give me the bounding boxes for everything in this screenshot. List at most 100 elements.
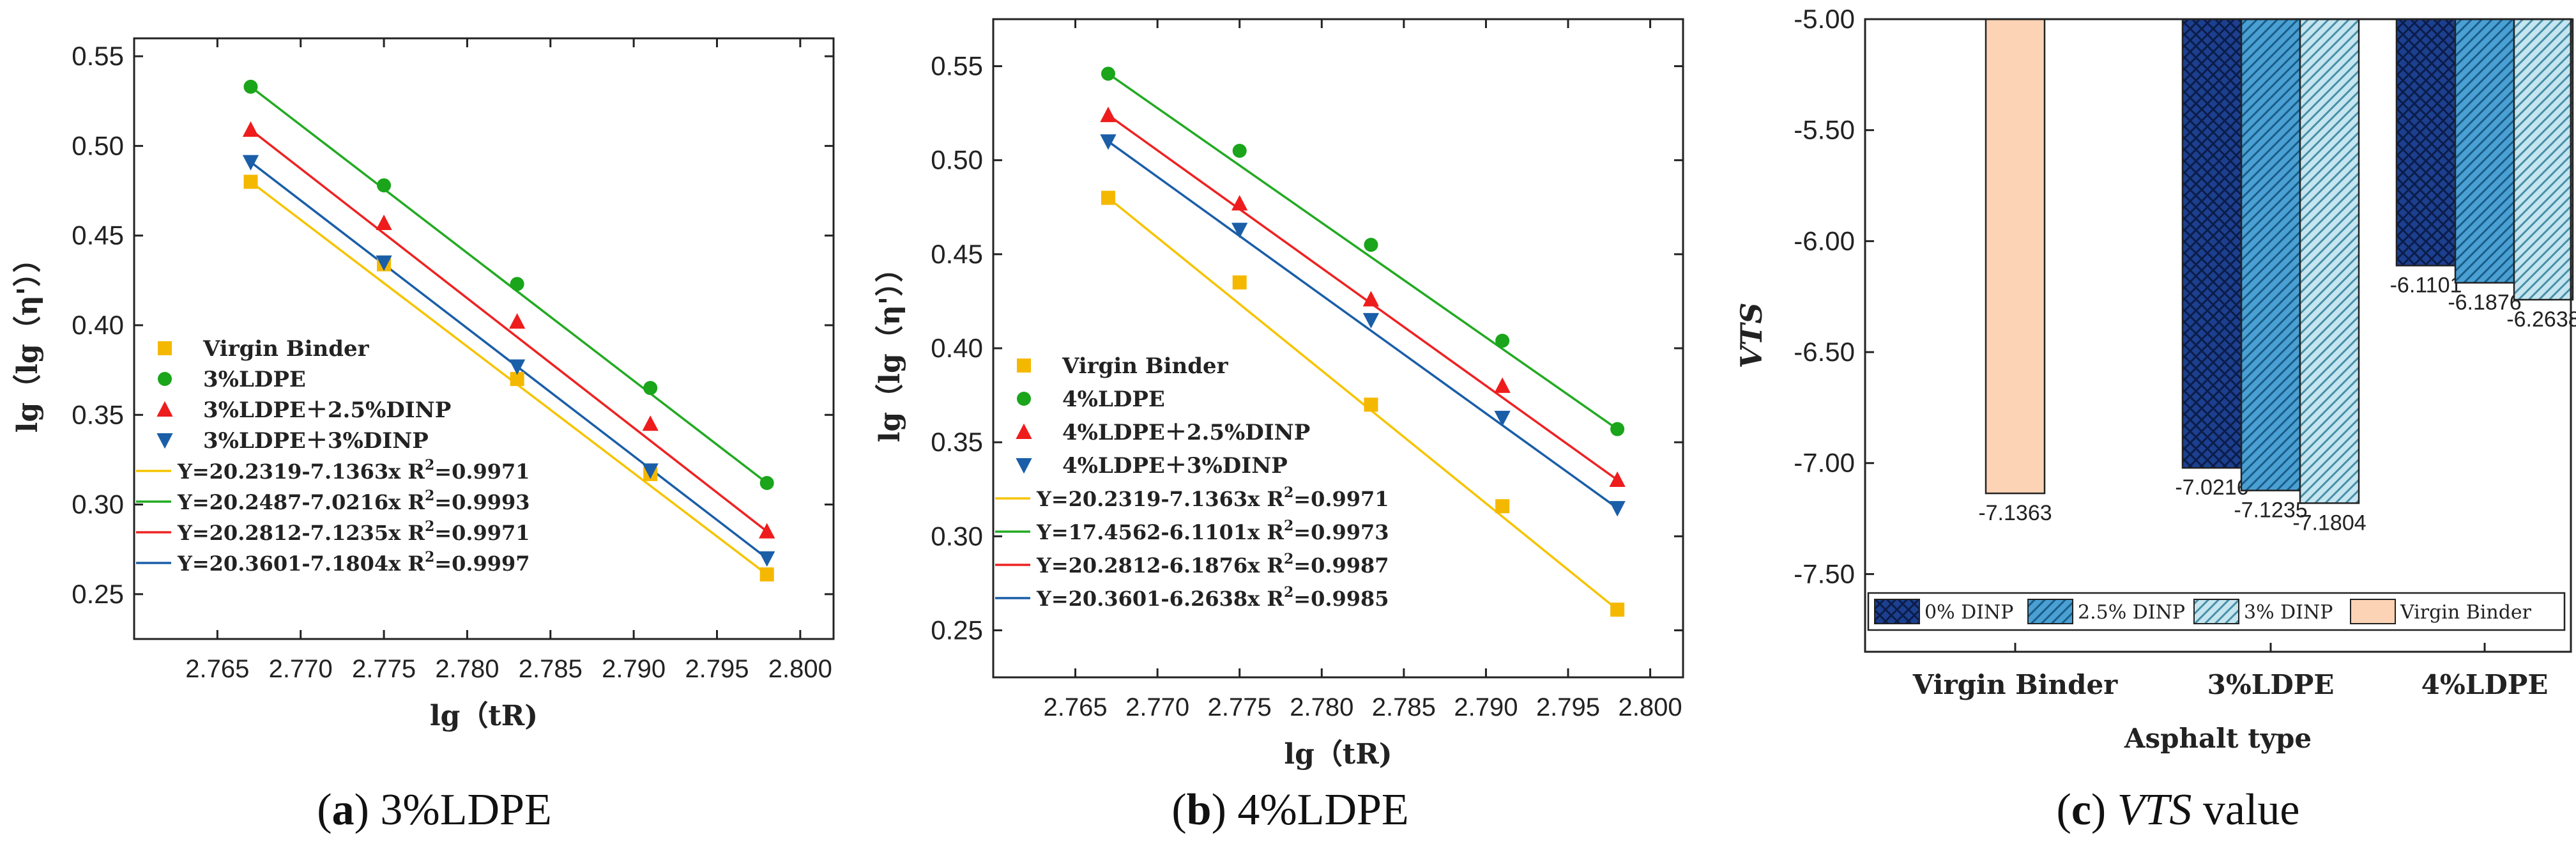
marker-b-2-0 <box>1100 106 1117 123</box>
legend-label-c-2: 3% DINP <box>2244 601 2333 624</box>
fit-line-b-0 <box>1107 197 1619 611</box>
x-tick-label-a-0: 2.765 <box>185 655 249 683</box>
marker-a-2-3 <box>642 415 659 431</box>
legend-fit-label-b-3: Y=20.3601-6.2638x R2=0.9985 <box>1036 584 1389 611</box>
marker-a-3-0 <box>242 155 259 171</box>
category-label-0: Virgin Binder <box>1912 669 2118 700</box>
marker-b-2-1 <box>1231 195 1248 211</box>
y-tick-label-a-3: 0.40 <box>72 310 124 340</box>
fit-line-b-3 <box>1107 140 1619 509</box>
caption-b: (b) 4%LDPE <box>1171 785 1409 835</box>
y-tick-label-a-5: 0.50 <box>72 130 124 160</box>
fit-line-a-0 <box>250 181 768 576</box>
x-tick-label-a-2: 2.775 <box>352 655 416 683</box>
legend-fit-label-a-0: Y=20.2319-7.1363x R2=0.9971 <box>177 457 530 484</box>
x-tick-label-a-1: 2.770 <box>269 655 333 683</box>
x-tick-label-a-3: 2.780 <box>435 655 499 683</box>
legend-fit-label-b-0: Y=20.2319-7.1363x R2=0.9971 <box>1036 484 1389 511</box>
y-tick-label-a-0: 0.25 <box>72 579 124 609</box>
caption-c-italic: VTS <box>2117 785 2192 835</box>
y-axis-label-b: lg（lg（η'）） <box>874 254 906 442</box>
marker-b-3-1 <box>1231 222 1248 238</box>
y-tick-label-b-2: 0.35 <box>931 427 983 457</box>
caption-c-letter: c <box>2071 785 2091 835</box>
x-tick-label-b-5: 2.790 <box>1454 693 1518 721</box>
bar-1 <box>2181 18 2243 469</box>
marker-b-1-0 <box>1101 66 1115 81</box>
x-tick-label-b-4: 2.785 <box>1372 693 1436 721</box>
bar-4 <box>2395 18 2457 266</box>
x-axis-label-c: Asphalt type <box>2124 723 2312 754</box>
caption-c-text: value <box>2191 785 2300 835</box>
legend-swatch-c-1 <box>2027 599 2073 624</box>
fit-line-a-2 <box>250 128 768 533</box>
fit-line-a-1 <box>250 86 768 484</box>
y-tick-label-b-0: 0.25 <box>931 615 983 645</box>
y-tick-label-a-4: 0.45 <box>72 220 124 250</box>
marker-a-2-1 <box>376 214 392 231</box>
marker-b-1-4 <box>1610 422 1625 436</box>
bar-0 <box>1985 18 2046 495</box>
marker-b-2-3 <box>1494 377 1511 393</box>
marker-a-3-4 <box>759 551 775 567</box>
marker-a-2-0 <box>242 121 259 137</box>
x-tick-label-b-1: 2.770 <box>1125 693 1189 721</box>
legend-swatch-c-2 <box>2193 599 2239 624</box>
bar-3 <box>2299 18 2360 504</box>
marker-a-3-3 <box>642 463 659 479</box>
legend-label-b-3: 4%LDPE＋3%DINP <box>1062 453 1288 479</box>
y-axis-label-c: VTS <box>1734 302 1769 368</box>
y-tick-label-b-5: 0.50 <box>931 145 983 175</box>
marker-a-1-1 <box>377 178 392 193</box>
x-axis-label-a: lg（tR) <box>430 700 538 732</box>
caption-a-letter: a <box>332 785 354 835</box>
fit-line-b-2 <box>1107 114 1619 481</box>
caption-a-text: 3%LDPE <box>380 785 552 835</box>
bar-label-6: -6.2638 <box>2506 307 2576 332</box>
legend-fit-label-a-2: Y=20.2812-7.1235x R2=0.9971 <box>177 518 530 545</box>
marker-a-1-2 <box>510 277 524 291</box>
caption-a: (a) 3%LDPE <box>317 785 552 835</box>
marker-b-3-3 <box>1494 410 1511 427</box>
marker-b-0-4 <box>1610 603 1625 617</box>
marker-b-0-0 <box>1101 190 1115 205</box>
legend-label-c-1: 2.5% DINP <box>2078 601 2185 624</box>
marker-b-3-2 <box>1362 312 1380 329</box>
caption-c: (c) VTS value <box>2056 785 2300 835</box>
x-tick-label-a-4: 2.785 <box>519 655 583 683</box>
marker-b-2-4 <box>1609 471 1626 487</box>
chart-b-svg: 2.765 2.770 2.775 2.780 2.785 2.790 2.795 2.800… <box>874 18 1684 771</box>
marker-a-1-0 <box>243 79 258 94</box>
legend-marker-b-0 <box>1017 358 1031 373</box>
bar-label-0: -7.1363 <box>1978 501 2052 525</box>
caption-b-letter: b <box>1186 785 1212 835</box>
marker-a-1-3 <box>643 381 658 396</box>
category-label-1: 3%LDPE <box>2207 669 2335 700</box>
marker-b-0-1 <box>1232 275 1247 289</box>
marker-a-2-4 <box>759 523 775 539</box>
marker-a-2-2 <box>508 313 526 329</box>
legend-fit-label-b-2: Y=20.2812-6.1876x R2=0.9987 <box>1036 551 1389 578</box>
marker-b-0-3 <box>1495 499 1510 514</box>
marker-b-1-3 <box>1495 334 1510 348</box>
x-tick-label-a-5: 2.790 <box>602 655 666 683</box>
y-tick-label-a-2: 0.35 <box>72 399 124 429</box>
panel-b: 2.765 2.770 2.775 2.780 2.785 2.790 2.795 2.800… <box>862 0 1718 780</box>
legend-marker-a-2 <box>156 401 173 417</box>
plot-frame-c <box>1864 18 2572 653</box>
y-tick-label-c-3: -6.50 <box>1794 337 1855 367</box>
legend-label-a-0: Virgin Binder <box>202 336 370 362</box>
y-tick-label-b-1: 0.30 <box>931 521 983 551</box>
legend-label-a-3: 3%LDPE＋3%DINP <box>203 428 429 454</box>
legend-swatch-c-3 <box>2350 599 2396 624</box>
marker-b-2-2 <box>1362 291 1380 307</box>
category-label-2: 4%LDPE <box>2421 669 2549 700</box>
x-tick-label-b-2: 2.775 <box>1208 693 1272 721</box>
marker-a-1-4 <box>759 475 774 490</box>
x-tick-label-b-6: 2.795 <box>1536 693 1600 721</box>
legend-swatch-c-0 <box>1874 599 1920 624</box>
legend-label-a-2: 3%LDPE＋2.5%DINP <box>203 397 451 423</box>
y-tick-label-a-1: 0.30 <box>72 489 124 520</box>
legend-label-a-1: 3%LDPE <box>203 367 306 392</box>
marker-a-0-2 <box>510 372 524 387</box>
